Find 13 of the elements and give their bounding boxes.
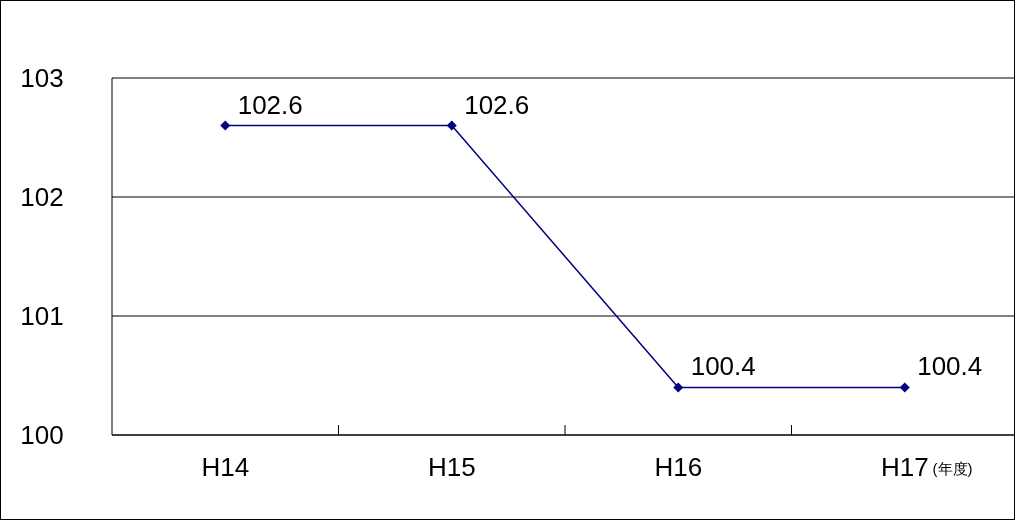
x-tick-label: H14	[201, 452, 250, 482]
x-tick-label: H16	[654, 452, 703, 482]
y-tick-label: 103	[20, 63, 64, 93]
data-label: 102.6	[237, 89, 303, 120]
y-tick-label: 102	[20, 182, 64, 212]
x-axis-title: (年度)	[932, 460, 973, 477]
y-tick-label: 101	[20, 301, 64, 331]
x-tick-label: H17	[880, 452, 929, 482]
x-tick-label: H15	[427, 452, 476, 482]
data-label: 102.6	[464, 89, 530, 120]
data-label: 100.4	[917, 351, 983, 382]
y-tick-label: 100	[20, 420, 64, 450]
data-label: 100.4	[690, 351, 756, 382]
